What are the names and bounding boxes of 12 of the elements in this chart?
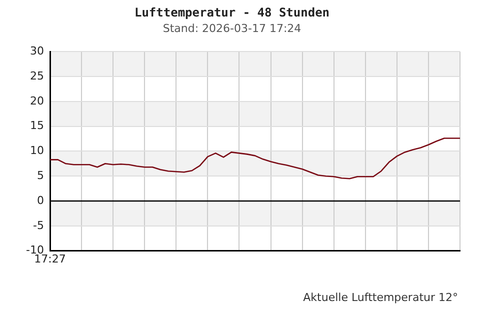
chart-title: Lufttemperatur - 48 Stunden: [134, 5, 330, 20]
chart-subtitle: Stand: 2026-03-17 17:24: [162, 22, 302, 35]
y-tick-label: 15: [30, 119, 44, 132]
y-tick-label: 25: [30, 69, 44, 82]
y-tick-label: 5: [37, 168, 44, 182]
y-tick-label: 30: [30, 44, 44, 58]
y-tick-label: 0: [37, 194, 44, 207]
x-tick-label: 17:27: [34, 252, 66, 266]
y-tick-label: 10: [30, 144, 44, 158]
text: Aktuelle Lufttemperatur 12°: [303, 290, 458, 304]
y-tick-label: 20: [30, 94, 44, 108]
y-tick-label: -5: [33, 218, 44, 232]
